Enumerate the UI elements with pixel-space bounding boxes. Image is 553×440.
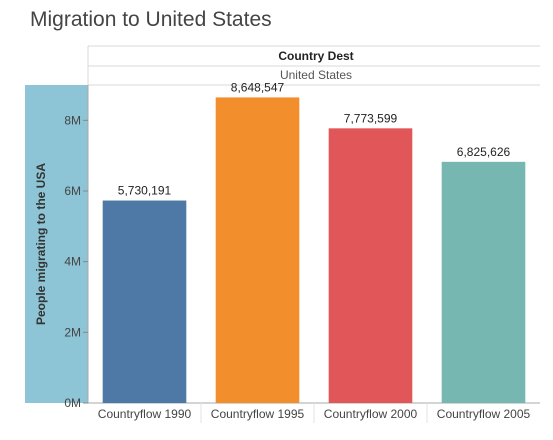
x-category-label: Countryflow 2005 [437, 407, 531, 421]
bar-value-label: 7,773,599 [344, 111, 398, 125]
column-header-value: United States [280, 68, 352, 82]
x-category-label: Countryflow 2000 [324, 407, 418, 421]
y-axis-label: People migrating to the USA [34, 163, 48, 325]
y-tick-label: 6M [64, 184, 81, 198]
y-axis-label-panel [25, 85, 88, 403]
bar-value-label: 8,648,547 [231, 80, 285, 94]
x-category-label: Countryflow 1990 [98, 407, 192, 421]
y-tick-label: 4M [64, 255, 81, 269]
bar[interactable] [215, 97, 300, 404]
bar[interactable] [328, 128, 413, 404]
y-tick-label: 8M [64, 113, 81, 127]
column-header-label: Country Dest [278, 49, 353, 63]
y-tick-label: 0M [64, 396, 81, 410]
chart-title: Migration to United States [30, 8, 272, 31]
bar-value-label: 5,730,191 [118, 184, 172, 198]
x-category-label: Countryflow 1995 [211, 407, 305, 421]
bar[interactable] [102, 200, 187, 403]
bar-value-label: 6,825,626 [457, 145, 511, 159]
bar[interactable] [441, 161, 526, 403]
y-tick-label: 2M [64, 325, 81, 339]
